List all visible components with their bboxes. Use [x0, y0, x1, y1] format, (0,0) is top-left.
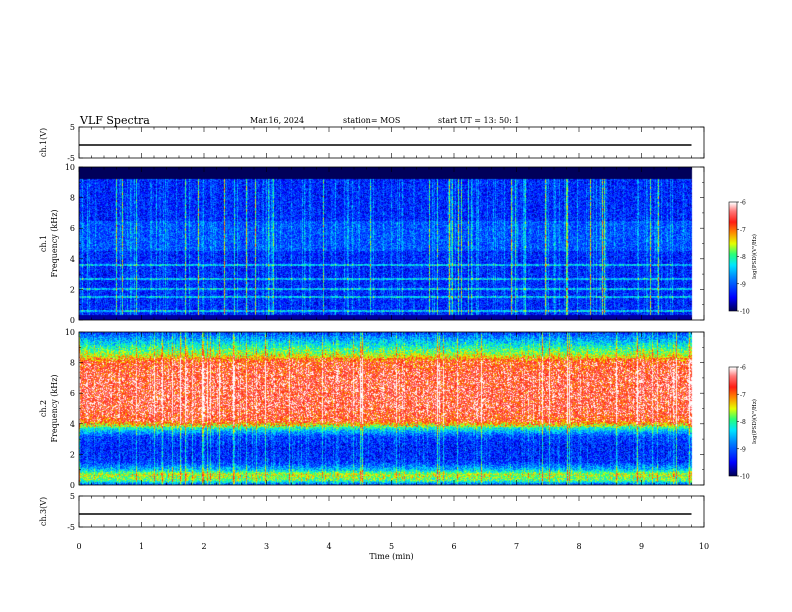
y-tick-label: 2 [70, 285, 75, 294]
y-tick-label: 2 [70, 450, 75, 459]
colorbar-tick-label: -7 [740, 227, 746, 234]
y-tick-label: 8 [70, 194, 75, 203]
ch2-spectrogram-ylabel-2: Frequency (kHz) [50, 374, 59, 442]
x-axis-label: Time (min) [369, 552, 413, 561]
colorbar-tick-label: -6 [740, 200, 746, 207]
colorbar-tick-label: -6 [740, 365, 746, 372]
station-label: station= MOS [343, 116, 401, 125]
x-tick-label: 3 [264, 542, 269, 551]
colorbar-label: log(PSD)(V²/Hz) [751, 234, 758, 279]
y-tick-label: 0 [70, 481, 75, 490]
x-tick-label: 2 [201, 542, 206, 551]
start-time-label: start UT = 13: 50: 1 [438, 116, 520, 125]
colorbar-tick-label: -8 [740, 254, 746, 261]
colorbar-tick-label: -8 [740, 419, 746, 426]
x-tick-label: 10 [699, 542, 709, 551]
colorbar-1 [729, 202, 737, 311]
x-tick-label: 0 [76, 542, 81, 551]
y-tick-label: 5 [70, 123, 75, 132]
x-tick-label: 6 [451, 542, 456, 551]
y-tick-label: 6 [70, 224, 75, 233]
y-tick-label: -5 [67, 523, 75, 532]
y-tick-label: 8 [70, 359, 75, 368]
ch1-ylabel: ch.1(V) [39, 128, 48, 157]
colorbar-2 [729, 367, 737, 476]
colorbar-tick-label: -10 [740, 474, 750, 481]
x-tick-label: 5 [389, 542, 394, 551]
y-tick-label: -5 [67, 154, 75, 163]
y-tick-label: 10 [65, 163, 75, 172]
ch2-spectrogram-ylabel-1: ch.2 [39, 400, 48, 417]
colorbar-label: log(PSD)(V²/Hz) [751, 399, 758, 444]
colorbar-tick-label: -9 [740, 281, 746, 288]
y-tick-label: 10 [65, 328, 75, 337]
ch1-spectrogram-ylabel-2: Frequency (kHz) [50, 209, 59, 277]
colorbar-tick-label: -9 [740, 446, 746, 453]
colorbar-tick-label: -10 [740, 309, 750, 316]
x-tick-label: 7 [514, 542, 519, 551]
ch2-spectrogram-image [79, 332, 704, 485]
x-tick-label: 1 [139, 542, 144, 551]
ch1-spectrogram-ylabel-1: ch.1 [39, 235, 48, 252]
y-tick-label: 6 [70, 389, 75, 398]
y-tick-label: 5 [70, 492, 75, 501]
x-tick-label: 4 [326, 542, 331, 551]
plot-title: VLF Spectra [80, 114, 150, 127]
y-tick-label: 4 [70, 255, 75, 264]
colorbar-tick-label: -7 [740, 392, 746, 399]
ch1-spectrogram-image [79, 167, 704, 320]
x-tick-label: 8 [576, 542, 581, 551]
date-label: Mar.16, 2024 [250, 116, 305, 125]
y-tick-label: 4 [70, 420, 75, 429]
ch3-ylabel: ch.3(V) [39, 497, 48, 526]
y-tick-label: 0 [70, 316, 75, 325]
x-tick-label: 9 [639, 542, 644, 551]
